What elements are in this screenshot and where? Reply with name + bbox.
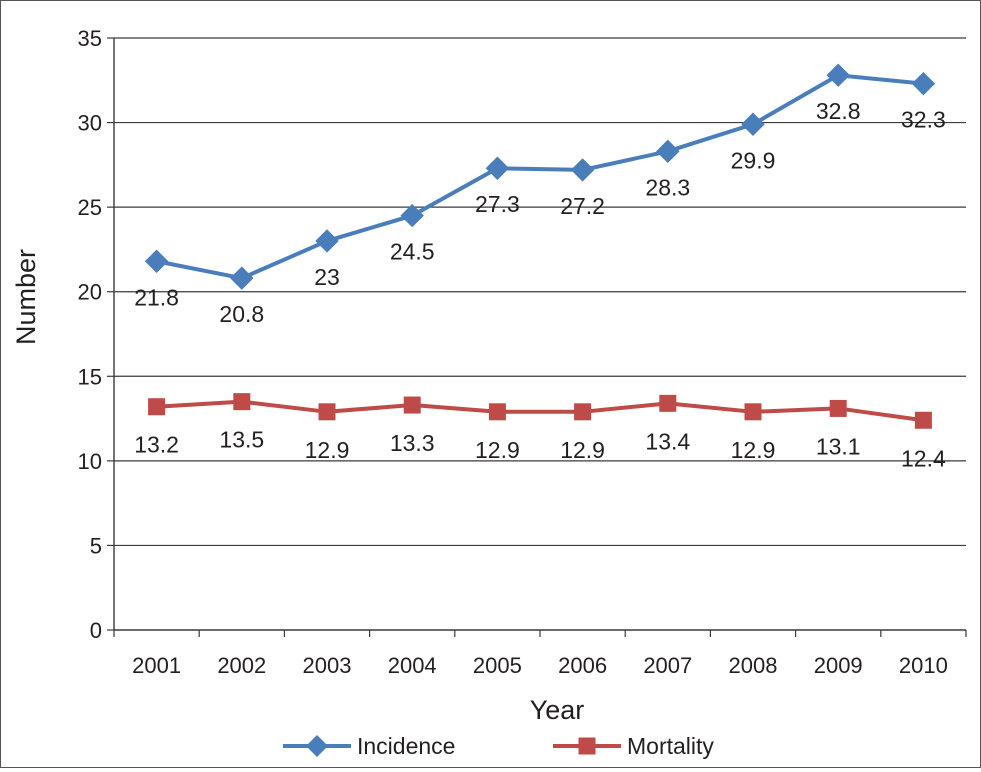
data-point-mortality <box>829 399 847 417</box>
data-label: 24.5 <box>390 239 435 265</box>
data-point-mortality <box>488 403 506 421</box>
y-tick-label: 20 <box>78 280 102 305</box>
data-point-incidence <box>911 71 936 96</box>
x-tick-label: 2006 <box>558 653 607 678</box>
x-tick-label: 2002 <box>217 653 266 678</box>
legend-label-incidence: Incidence <box>357 733 455 759</box>
data-label: 32.3 <box>901 107 946 133</box>
axes: 0 5 10 15 20 25 30 35 2001 2002 2003 2004 2005 2006 20… <box>78 26 967 678</box>
data-point-incidence <box>826 63 850 87</box>
data-point-incidence <box>485 156 510 180</box>
data-label: 28.3 <box>645 174 690 200</box>
data-point-mortality <box>233 393 251 411</box>
data-point-mortality <box>148 398 166 416</box>
data-point-mortality <box>403 396 421 414</box>
y-axis-title: Number <box>11 249 41 345</box>
data-label: 12.9 <box>305 437 350 463</box>
data-label: 12.4 <box>901 445 946 471</box>
y-tick-label: 0 <box>90 618 102 643</box>
x-tick-label: 2009 <box>814 653 863 678</box>
data-point-mortality <box>318 403 336 421</box>
data-label: 27.2 <box>560 193 605 219</box>
data-point-incidence <box>230 266 254 290</box>
x-tick-label: 2001 <box>132 653 181 678</box>
series-line-incidence <box>156 73 924 281</box>
data-point-incidence <box>400 203 424 228</box>
x-tick-label: 2005 <box>473 653 522 678</box>
data-label: 12.9 <box>731 437 776 463</box>
x-tick-label: 2007 <box>643 653 692 678</box>
data-point-mortality <box>914 411 932 429</box>
gridlines <box>114 37 966 547</box>
data-labels: 21.8 20.8 23 24.5 27.3 27.2 28.3 29.9 32.8 32.3 13… <box>134 98 946 471</box>
y-tick-label: 10 <box>78 449 102 474</box>
legend-label-mortality: Mortality <box>627 733 714 759</box>
data-label: 13.5 <box>219 427 264 453</box>
y-tick-label: 5 <box>90 533 102 558</box>
data-label: 32.8 <box>816 98 861 124</box>
data-label: 29.9 <box>731 147 776 173</box>
y-tick-label: 30 <box>78 111 102 136</box>
data-point-mortality <box>574 403 592 421</box>
series-line-mortality <box>156 399 924 423</box>
data-label: 20.8 <box>219 301 264 327</box>
x-tick-label: 2008 <box>729 653 778 678</box>
y-tick-label: 25 <box>78 195 102 220</box>
x-tick-label: 2003 <box>303 653 352 678</box>
data-label: 21.8 <box>134 284 179 310</box>
series-lines <box>144 63 936 429</box>
data-label: 23 <box>314 264 340 290</box>
y-tick-label: 15 <box>78 364 102 389</box>
data-point-incidence <box>570 158 595 182</box>
legend: Incidence Mortality <box>283 733 714 759</box>
x-tick-label: 2004 <box>388 653 437 678</box>
data-label: 27.3 <box>475 191 520 217</box>
x-tick-label: 2010 <box>899 653 948 678</box>
data-point-incidence <box>656 139 680 164</box>
data-point-mortality <box>659 394 677 412</box>
data-label: 13.3 <box>390 430 435 456</box>
data-label: 13.1 <box>816 433 861 459</box>
legend-marker-incidence <box>306 735 328 757</box>
x-axis-title: Year <box>530 695 585 725</box>
data-point-incidence <box>144 249 169 273</box>
data-label: 13.2 <box>134 432 179 458</box>
data-label: 13.4 <box>645 428 690 454</box>
data-point-incidence <box>315 229 339 253</box>
legend-marker-mortality <box>578 737 596 755</box>
y-tick-label: 35 <box>78 26 102 51</box>
data-label: 12.9 <box>560 437 605 463</box>
data-label: 12.9 <box>475 437 520 463</box>
data-point-incidence <box>741 112 765 136</box>
data-point-mortality <box>744 403 762 421</box>
